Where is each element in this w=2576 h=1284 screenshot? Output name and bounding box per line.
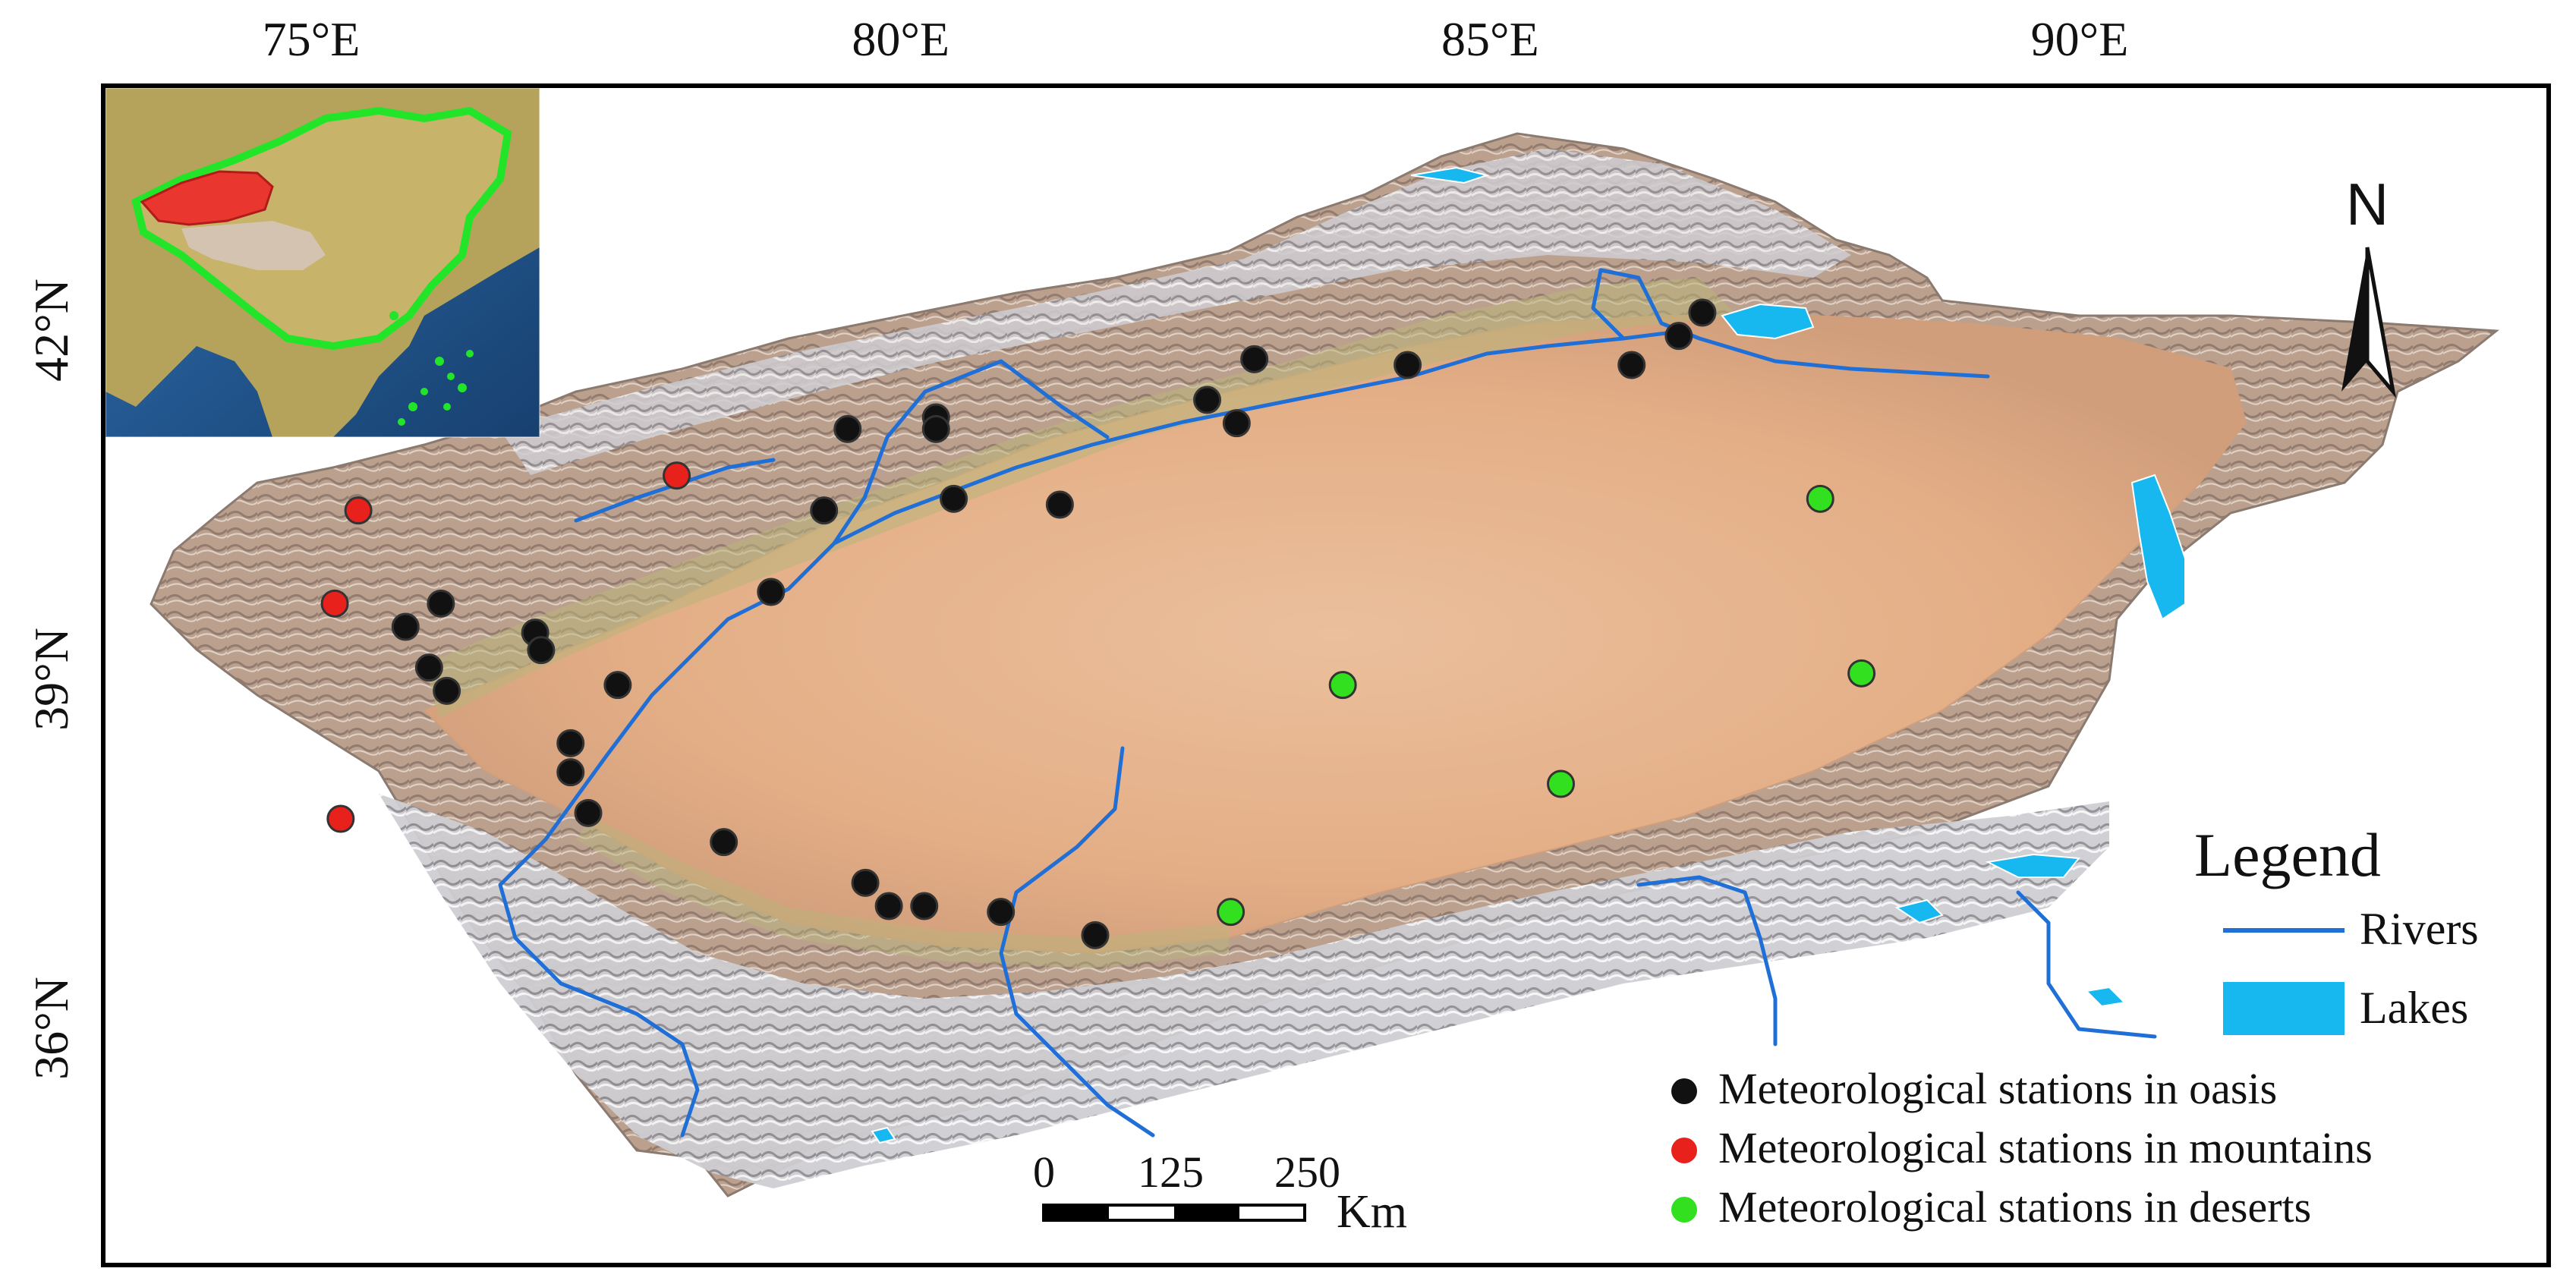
legend-oasis-symbol: [1671, 1078, 1697, 1104]
kunlun-mountains: [379, 794, 2109, 1188]
oasis-station: [433, 676, 461, 705]
scale-bar: [1042, 1204, 1306, 1222]
north-arrow: N: [2341, 171, 2397, 398]
oasis-station: [427, 589, 455, 618]
legend-label-lakes: Lakes: [2360, 983, 2469, 1033]
scale-tick-125: 125: [1138, 1147, 1204, 1197]
aksu-river: [832, 359, 1110, 546]
latitude-tick-label: 39°N: [0, 628, 99, 731]
north-lake-sayram: [1410, 166, 1490, 184]
oasis-station: [810, 496, 839, 525]
oasis-station: [1664, 322, 1693, 351]
desert-station: [1217, 898, 1245, 927]
oasis-station: [556, 729, 585, 757]
desert-station: [1547, 769, 1576, 798]
oasis-station: [710, 828, 738, 857]
longitude-tick-label: 85°E: [1441, 12, 1539, 66]
yarkand-river: [498, 837, 700, 1138]
desert-station: [1806, 484, 1834, 513]
oasis-station: [833, 414, 862, 443]
oasis-station: [414, 653, 443, 682]
legend-label-deserts: Meteorological stations in deserts: [1718, 1182, 2312, 1232]
oasis-station: [1222, 409, 1251, 438]
north-arrow-label: N: [2346, 171, 2389, 238]
stations-layer: [320, 298, 1876, 949]
lop-nur-lake: [2130, 474, 2186, 621]
map-canvas: N: [105, 88, 2499, 1223]
latitude-tick-label: 36°N: [0, 977, 99, 1080]
latitude-tick-text: 42°N: [24, 279, 78, 382]
legend-title: Legend: [2194, 820, 2381, 889]
legend-desert-symbol: [1671, 1197, 1697, 1223]
longitude-tick-label: 80°E: [852, 12, 949, 66]
longitude-tick-label: 75°E: [262, 12, 361, 66]
small-lake-south: [871, 1126, 896, 1144]
scale-tick-250: 250: [1274, 1147, 1340, 1197]
oasis-station: [391, 612, 420, 641]
oasis-station: [987, 898, 1016, 927]
legend-lake-symbol: [2223, 982, 2345, 1035]
mountain-station: [320, 589, 349, 618]
oasis-station: [921, 414, 950, 443]
mountain-station: [663, 461, 691, 490]
oasis-station: [1045, 490, 1074, 519]
oasis-station: [556, 758, 585, 787]
tianshan-mountains: [500, 149, 1851, 475]
oasis-station: [1393, 351, 1422, 379]
inset-tibet-plateau: [181, 221, 326, 270]
oasis-belt-south: [576, 817, 1229, 968]
oasis-station: [1617, 351, 1646, 379]
inset-xinjiang-region: [140, 170, 274, 226]
oasis-station: [757, 577, 786, 606]
desert-station: [1328, 671, 1357, 700]
keriya-river: [1636, 875, 1778, 1046]
longitude-tick-label: 90°E: [2030, 12, 2129, 66]
oasis-station: [940, 484, 968, 513]
latitude-tick-label: 42°N: [0, 279, 99, 382]
khotan-river: [999, 746, 1155, 1138]
inset-map-asia: [105, 88, 540, 438]
mountain-station: [344, 496, 373, 525]
south-lake-3: [2084, 986, 2127, 1008]
oasis-station: [874, 892, 903, 921]
legend-mountain-symbol: [1671, 1138, 1697, 1163]
oasis-station: [574, 798, 603, 827]
oasis-station: [1081, 921, 1110, 949]
inset-islands: [389, 311, 474, 426]
oasis-station: [851, 868, 880, 897]
oasis-station: [910, 892, 939, 921]
legend-label-oasis: Meteorological stations in oasis: [1718, 1064, 2278, 1113]
oasis-station: [527, 636, 556, 665]
tarim-river: [543, 329, 1686, 842]
south-lake-1: [1985, 853, 2080, 878]
map-frame: N Legend Rivers Lakes Meteorological sta…: [101, 83, 2551, 1267]
bosten-lake: [1721, 303, 1815, 340]
inset-china-outline: [131, 106, 512, 351]
legend-label-mountains: Meteorological stations in mountains: [1718, 1123, 2373, 1172]
scale-tick-0: 0: [1033, 1147, 1055, 1197]
kongque-river: [1591, 268, 1990, 379]
south-river-east: [2016, 890, 2157, 1039]
scale-unit: Km: [1337, 1186, 1407, 1238]
lakes: [871, 166, 2186, 1144]
legend: [1671, 928, 2345, 1223]
mountain-station: [326, 804, 355, 833]
rivers: [498, 268, 2157, 1138]
latitude-tick-text: 36°N: [24, 977, 78, 1080]
desert-station: [1847, 659, 1876, 688]
latitude-tick-text: 39°N: [24, 628, 78, 731]
south-lake-2: [1894, 898, 1944, 924]
oasis-station: [1193, 386, 1222, 414]
oasis-station: [603, 671, 632, 700]
oasis-station: [1688, 298, 1717, 327]
oasis-station: [1240, 345, 1269, 373]
legend-label-rivers: Rivers: [2360, 904, 2479, 954]
